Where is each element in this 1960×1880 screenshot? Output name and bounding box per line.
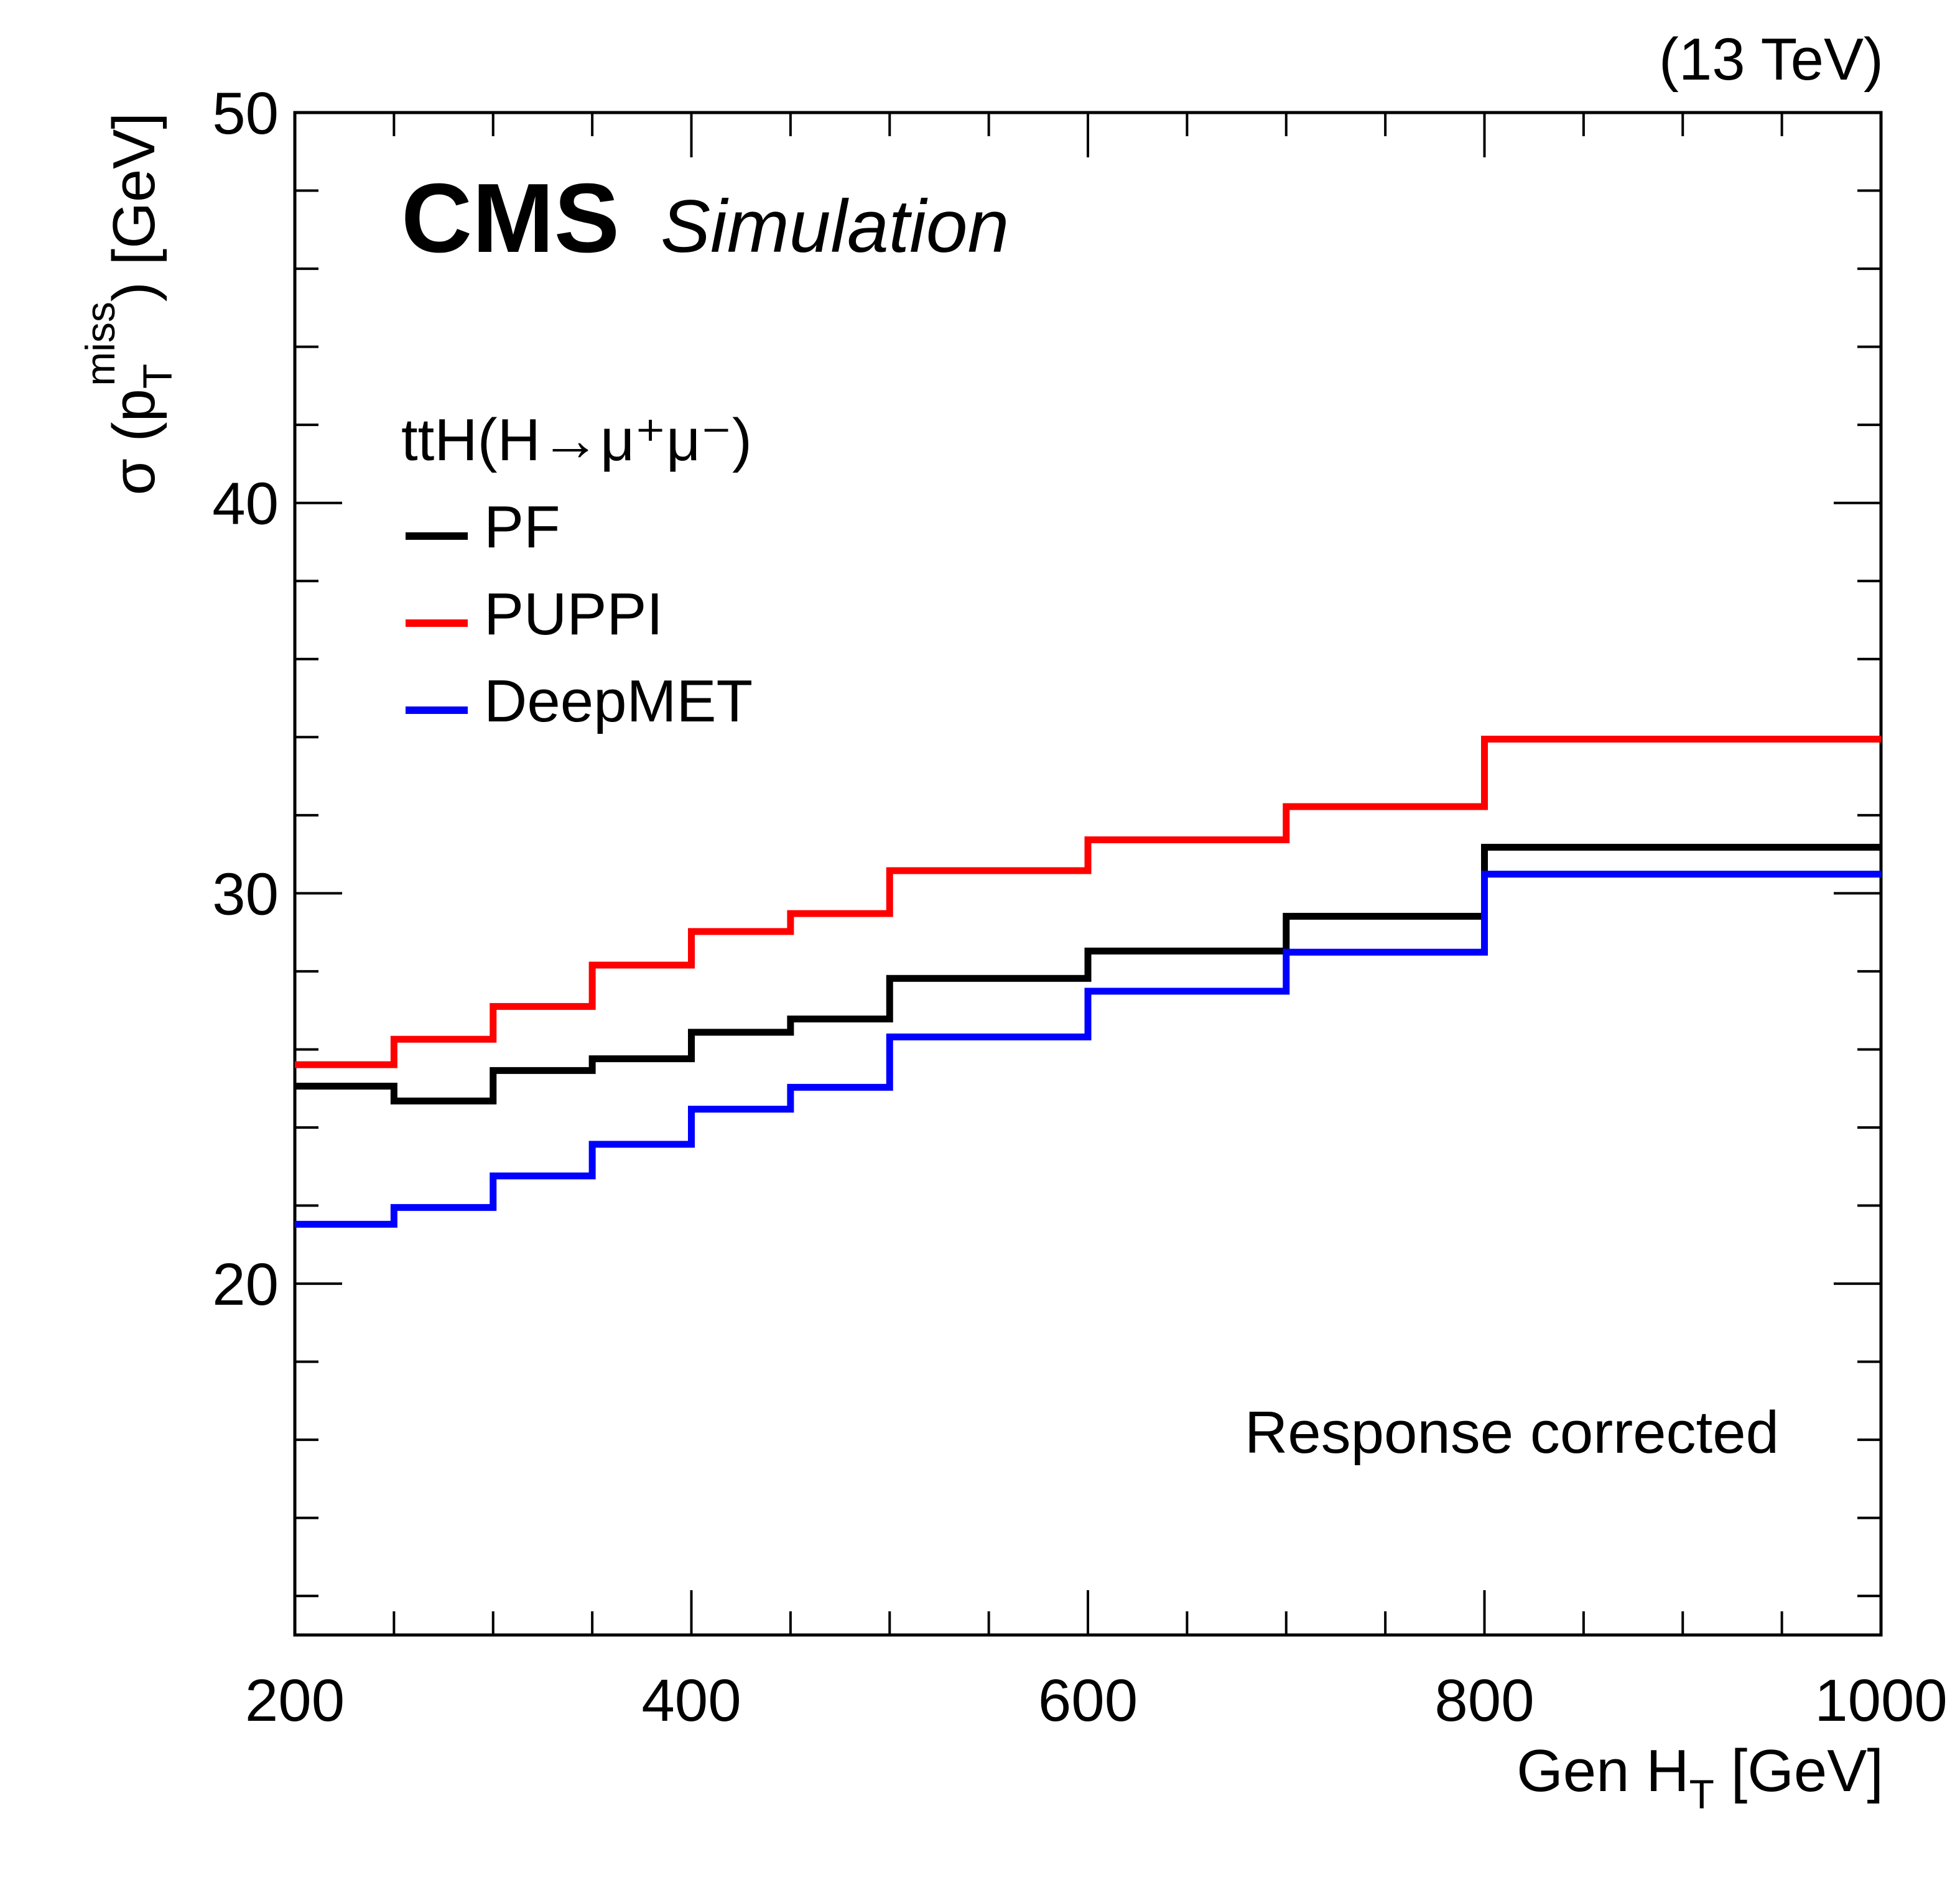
x-axis-title-main: Gen H: [1516, 1738, 1689, 1804]
step-line-pf: [295, 843, 1881, 1104]
x-axis-title-sub: T: [1689, 1771, 1714, 1817]
cms-label: CMS: [401, 164, 620, 273]
series-group: [295, 735, 1881, 1228]
x-tick-label: 400: [641, 1667, 741, 1734]
step-line-deepmet: [295, 871, 1881, 1228]
y-axis-title-sup: miss: [77, 302, 123, 386]
legend-label-deepmet: DeepMET: [484, 668, 753, 734]
series-deepmet: [295, 871, 1881, 1228]
legend-label-puppi: PUPPI: [484, 581, 663, 647]
y-tick-label: 20: [212, 1251, 279, 1318]
axis-ticks: [294, 111, 1882, 1635]
x-axis-title-unit: [GeV]: [1714, 1738, 1883, 1804]
y-tick-label: 50: [212, 80, 279, 147]
y-axis-title: σ (pTmiss) [GeV]: [77, 113, 180, 495]
y-axis-title-prefix: σ (p: [101, 389, 167, 495]
axis-tick-labels: 200 400 600 800 1000 20 30 40 50: [212, 80, 1948, 1734]
x-tick-label: 200: [245, 1667, 345, 1734]
y-tick-label: 40: [212, 471, 279, 537]
y-axis-title-sub: T: [134, 364, 180, 389]
y-tick-label: 30: [212, 861, 279, 927]
step-line-puppi: [295, 735, 1881, 1068]
legend-label-pf: PF: [484, 494, 560, 560]
legend-header: ttH(H→μ⁺μ⁻): [401, 407, 752, 473]
x-tick-label: 600: [1038, 1667, 1138, 1734]
response-corrected-annotation: Response corrected: [1245, 1399, 1779, 1466]
x-tick-label: 1000: [1814, 1667, 1948, 1734]
series-puppi: [295, 735, 1881, 1068]
y-axis-title-suffix: ) [GeV]: [101, 113, 167, 302]
energy-label: (13 TeV): [1659, 26, 1883, 93]
x-tick-label: 800: [1434, 1667, 1534, 1734]
series-pf: [295, 843, 1881, 1104]
simulation-label: Simulation: [661, 185, 1009, 268]
x-axis-title: Gen HT [GeV]: [1516, 1738, 1883, 1817]
legend: ttH(H→μ⁺μ⁻) PF PUPPI DeepMET: [401, 407, 753, 734]
